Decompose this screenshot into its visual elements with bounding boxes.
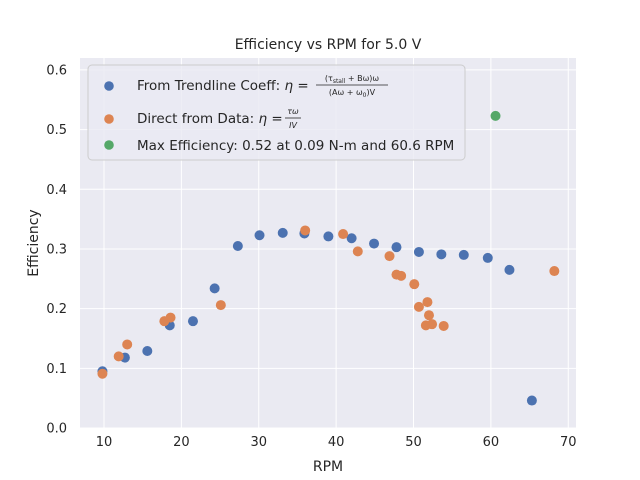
x-tick-label: 40 xyxy=(328,435,345,450)
direct-data-point xyxy=(165,312,176,323)
direct-data-point xyxy=(113,351,124,362)
x-tick-label: 50 xyxy=(405,435,422,450)
y-tick-label: 0.3 xyxy=(46,242,67,257)
trendline-point xyxy=(346,233,357,244)
trendline-point xyxy=(504,264,515,275)
trendline-point xyxy=(458,249,469,260)
series-max-efficiency xyxy=(490,110,501,121)
direct-data-point xyxy=(97,368,108,379)
direct-data-point xyxy=(427,319,438,330)
trendline-point xyxy=(277,227,288,238)
legend-label-direct: Direct from Data: η = xyxy=(137,111,283,127)
trendline-point xyxy=(369,238,380,249)
direct-data-point xyxy=(396,270,407,281)
x-tick-labels: 10 20 30 40 50 60 70 xyxy=(96,435,577,450)
trendline-point xyxy=(187,316,198,327)
legend-frame xyxy=(87,64,466,161)
trendline-point xyxy=(323,231,334,242)
direct-data-point xyxy=(413,301,424,312)
trendline-point xyxy=(413,246,424,257)
series-direct-data xyxy=(97,225,560,379)
legend-marker-max xyxy=(104,140,114,150)
legend-fraction-numerator-trendline: (τstall + Bω)ω xyxy=(325,74,380,85)
trendline-point xyxy=(391,242,402,253)
trendline-point xyxy=(436,249,447,260)
legend-marker-trendline xyxy=(104,81,114,91)
trendline-point xyxy=(254,230,265,241)
direct-data-point xyxy=(422,297,433,308)
y-tick-labels: 0.0 0.1 0.2 0.3 0.4 0.5 0.6 xyxy=(46,63,67,436)
trendline-point xyxy=(142,346,153,357)
x-tick-label: 60 xyxy=(483,435,500,450)
trendline-point xyxy=(232,240,243,251)
y-tick-label: 0.1 xyxy=(46,362,67,377)
x-tick-label: 30 xyxy=(250,435,267,450)
legend-marker-direct xyxy=(104,114,114,124)
chart-title: Efficiency vs RPM for 5.0 V xyxy=(235,37,422,53)
direct-data-point xyxy=(122,339,133,350)
legend-fraction-denominator-trendline: (Aω + ω0)V xyxy=(329,88,376,99)
direct-data-point xyxy=(549,266,560,277)
trendline-point xyxy=(482,252,493,263)
x-tick-label: 70 xyxy=(560,435,577,450)
max-efficiency-point xyxy=(490,110,501,121)
legend: From Trendline Coeff: η = (τstall + Bω)ω… xyxy=(87,64,466,161)
direct-data-point xyxy=(300,225,311,236)
direct-data-point xyxy=(338,229,349,240)
trendline-point xyxy=(526,395,537,406)
y-tick-label: 0.0 xyxy=(46,422,67,437)
direct-data-point xyxy=(409,279,420,290)
direct-data-point xyxy=(423,310,434,321)
y-tick-label: 0.4 xyxy=(46,183,67,198)
series-trendline xyxy=(97,227,537,406)
legend-label-max: Max Efficiency: 0.52 at 0.09 N-m and 60.… xyxy=(137,138,454,154)
x-axis-label: RPM xyxy=(313,459,343,475)
y-axis-label: Efficiency xyxy=(26,209,42,276)
y-tick-label: 0.6 xyxy=(46,63,67,78)
legend-fraction-denominator-direct: IV xyxy=(289,121,297,130)
y-tick-label: 0.2 xyxy=(46,302,67,317)
direct-data-point xyxy=(215,300,226,311)
direct-data-point xyxy=(352,246,363,257)
x-tick-label: 10 xyxy=(96,435,113,450)
direct-data-point xyxy=(384,251,395,262)
legend-fraction-numerator-direct: τω xyxy=(287,107,299,116)
legend-label-trendline: From Trendline Coeff: η = xyxy=(137,78,309,94)
x-tick-label: 20 xyxy=(173,435,190,450)
data-points xyxy=(97,110,560,406)
direct-data-point xyxy=(438,320,449,331)
y-tick-label: 0.5 xyxy=(46,123,67,138)
trendline-point xyxy=(209,283,220,294)
